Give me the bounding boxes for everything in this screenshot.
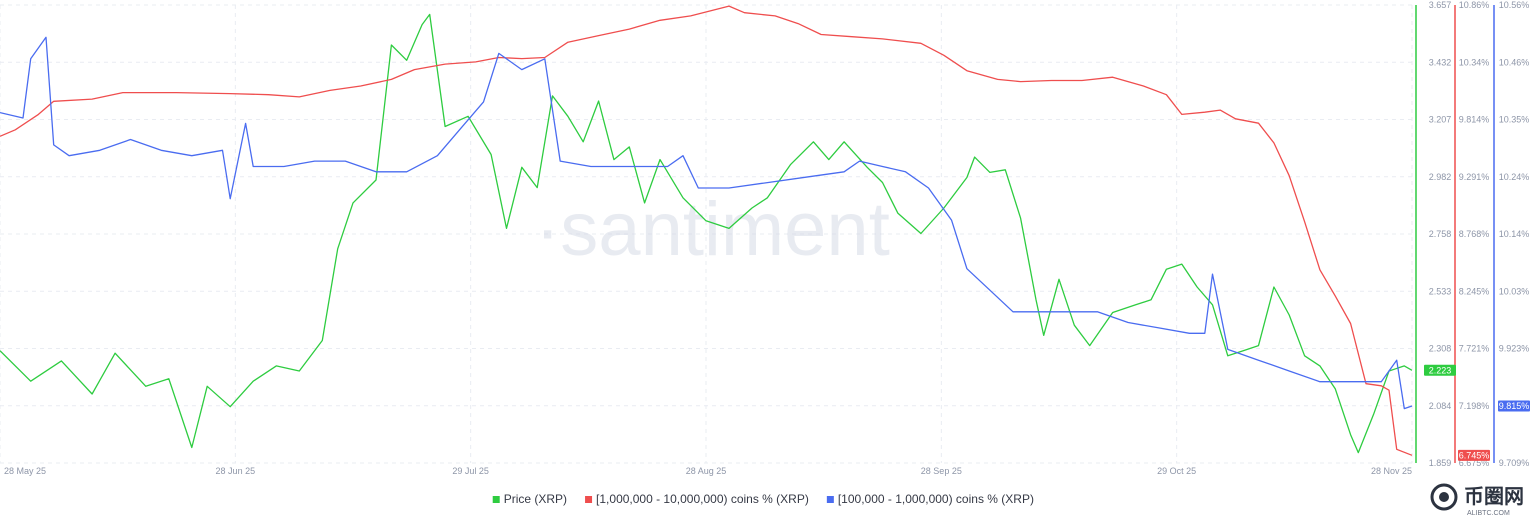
large-axis-tick: 10.34% bbox=[1459, 57, 1490, 67]
price-axis-tick: 2.084 bbox=[1429, 401, 1452, 411]
mid-axis-tick: 9.923% bbox=[1499, 344, 1530, 354]
axes: 3.657 3.432 3.207 2.982 2.758 2.533 2.308 2.084… bbox=[1415, 0, 1530, 468]
x-tick-label: 28 Aug 25 bbox=[686, 466, 727, 476]
price-axis-tick: 2.533 bbox=[1429, 286, 1452, 296]
x-tick-label: 28 Nov 25 bbox=[1371, 466, 1412, 476]
large-axis-tick: 9.814% bbox=[1459, 115, 1490, 125]
price-axis-tick: 2.308 bbox=[1429, 344, 1452, 354]
large-badge-label: 6.745% bbox=[1459, 450, 1490, 460]
brand-coin-inner-icon bbox=[1439, 492, 1449, 502]
mid-legend-label: [100,000 - 1,000,000) coins % (XRP) bbox=[838, 492, 1034, 506]
price-legend-swatch bbox=[492, 496, 500, 503]
santiment-watermark: ·santiment bbox=[535, 187, 890, 272]
large-badge-bg bbox=[1458, 449, 1490, 461]
price-last-value-badge: 2.223 bbox=[1424, 364, 1456, 376]
price-badge-bg bbox=[1424, 364, 1456, 376]
large-axis-tick: 7.198% bbox=[1459, 401, 1490, 411]
mid-axis-tick: 10.24% bbox=[1499, 172, 1530, 182]
legend: Price (XRP) [1,000,000 - 10,000,000) coin… bbox=[492, 492, 1034, 506]
large-axis-tick: 6.675% bbox=[1459, 458, 1490, 468]
large-series-line bbox=[0, 5, 1413, 456]
mid-axis-tick: 10.56% bbox=[1499, 0, 1530, 10]
brand-name: 币圈网 bbox=[1464, 485, 1524, 508]
x-tick-label: 29 Jul 25 bbox=[452, 466, 489, 476]
large-last-value-badge: 6.745% bbox=[1458, 449, 1490, 461]
price-legend-item: Price (XRP) bbox=[492, 492, 567, 506]
price-axis-tick: 3.207 bbox=[1429, 115, 1452, 125]
brand-coin-icon bbox=[1430, 483, 1458, 511]
price-axis-tick: 1.859 bbox=[1429, 458, 1452, 468]
mid-axis-tick: 10.14% bbox=[1499, 229, 1530, 239]
large-axis-tick: 8.768% bbox=[1459, 229, 1490, 239]
x-tick-label: 28 May 25 bbox=[4, 466, 46, 476]
price-axis-tick: 3.657 bbox=[1429, 0, 1452, 10]
x-tick-label: 28 Jun 25 bbox=[216, 466, 256, 476]
mid-axis-tick: 10.03% bbox=[1499, 286, 1530, 296]
large-legend-item: [1,000,000 - 10,000,000) coins % (XRP) bbox=[585, 492, 809, 506]
large-axis-tick: 7.721% bbox=[1459, 344, 1490, 354]
brand-site: ALIBTC.COM bbox=[1467, 510, 1510, 517]
large-legend-swatch bbox=[585, 496, 593, 503]
x-tick-label: 28 Sep 25 bbox=[921, 466, 962, 476]
mid-badge-bg bbox=[1498, 400, 1530, 412]
mid-series-line bbox=[0, 36, 1413, 410]
mid-legend-item: [100,000 - 1,000,000) coins % (XRP) bbox=[826, 492, 1034, 506]
large-axis-tick: 9.291% bbox=[1459, 172, 1490, 182]
mid-badge-label: 9.815% bbox=[1499, 401, 1530, 411]
x-axis-ticks: 28 May 25 28 Jun 25 29 Jul 25 28 Aug 25 28 S… bbox=[4, 466, 1412, 476]
price-axis-tick: 2.758 bbox=[1429, 229, 1452, 239]
price-badge-label: 2.223 bbox=[1429, 365, 1452, 375]
brand-logo: 币圈网 ALIBTC.COM bbox=[1430, 483, 1524, 517]
large-axis-tick: 10.86% bbox=[1459, 0, 1490, 10]
mid-axis-tick: 10.46% bbox=[1499, 57, 1530, 67]
mid-legend-swatch bbox=[826, 496, 834, 503]
large-axis-tick: 8.245% bbox=[1459, 286, 1490, 296]
price-axis-tick: 3.432 bbox=[1429, 57, 1452, 67]
mid-axis-tick: 10.35% bbox=[1499, 115, 1530, 125]
price-axis-tick: 2.982 bbox=[1429, 172, 1452, 182]
price-legend-label: Price (XRP) bbox=[504, 492, 567, 506]
x-tick-label: 29 Oct 25 bbox=[1157, 466, 1196, 476]
series-lines bbox=[0, 5, 1413, 456]
large-legend-label: [1,000,000 - 10,000,000) coins % (XRP) bbox=[596, 492, 809, 506]
mid-axis-tick: 9.709% bbox=[1499, 458, 1530, 468]
mid-last-value-badge: 9.815% bbox=[1498, 400, 1530, 412]
